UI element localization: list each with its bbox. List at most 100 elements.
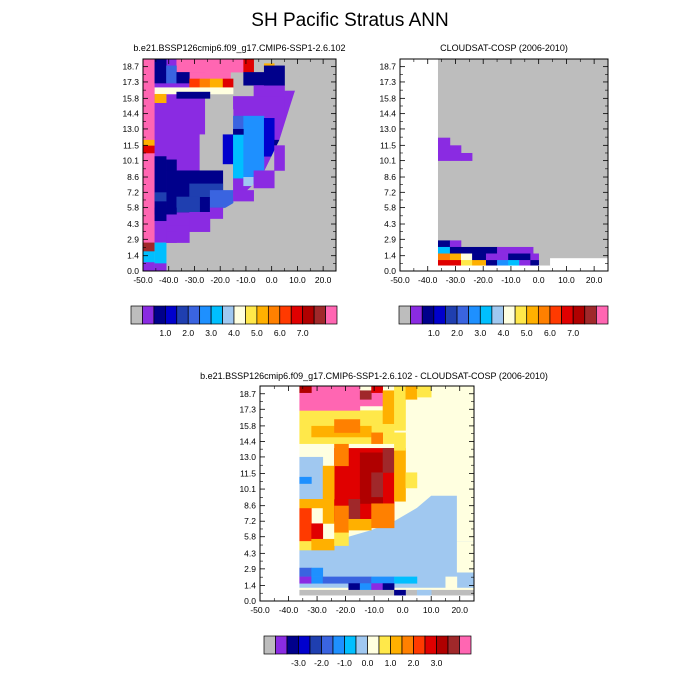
y-tick-label: 0.0 <box>244 596 256 606</box>
heatmap-cell <box>154 207 177 215</box>
colorbar-label: 7.0 <box>567 328 579 338</box>
x-tick-label: -30.0 <box>446 275 466 285</box>
heatmap-cell <box>382 583 395 591</box>
colorbar-swatch <box>222 305 235 325</box>
heatmap-cell <box>222 134 234 165</box>
heatmap-cell <box>461 246 498 254</box>
y-tick-label: 8.6 <box>384 172 396 182</box>
colorbar-swatch <box>210 305 223 325</box>
heatmap-cell <box>445 576 458 591</box>
colorbar-label: 1.0 <box>385 658 397 668</box>
heatmap-cell <box>154 93 167 104</box>
x-tick-label: -40.0 <box>279 605 299 615</box>
heatmap-cell <box>253 170 275 189</box>
colorbar-swatch <box>355 635 368 655</box>
heatmap-cell <box>359 583 372 591</box>
colorbar-swatch <box>267 305 281 325</box>
heatmap-cell <box>334 419 361 433</box>
y-tick-label: 8.6 <box>127 172 139 182</box>
colorbar-swatch <box>176 305 189 325</box>
heatmap-cell <box>472 260 487 266</box>
heatmap-cell <box>437 260 462 266</box>
x-tick-label: 0.0 <box>266 275 278 285</box>
heatmap-cell <box>311 567 324 577</box>
colorbar-label: 2.0 <box>408 658 420 668</box>
heatmap-cell <box>394 448 406 502</box>
heatmap-cell <box>437 265 551 272</box>
colorbar-label: 2.0 <box>182 328 194 338</box>
heatmap-cell <box>230 59 244 73</box>
heatmap-cell <box>209 109 234 134</box>
heatmap-cell <box>154 59 167 84</box>
heatmap-cell <box>449 253 462 261</box>
colorbar-label: 0.0 <box>362 658 374 668</box>
heatmap-cell <box>371 576 395 584</box>
page-title: SH Pacific Stratus ANN <box>251 10 449 31</box>
colorbar-swatch <box>164 305 178 325</box>
heatmap-cell <box>243 128 265 179</box>
x-tick-label: -40.0 <box>418 275 438 285</box>
heatmap-cell <box>371 503 395 529</box>
colorbar-swatch <box>479 305 493 325</box>
colorbar-swatch <box>309 635 322 655</box>
x-tick-label: 10.0 <box>558 275 575 285</box>
y-tick-label: 1.4 <box>244 580 256 590</box>
colorbar-swatch <box>549 305 562 325</box>
heatmap-cell <box>176 196 200 213</box>
colorbar-swatch <box>378 635 391 655</box>
colorbar-swatch <box>390 635 403 655</box>
negative-region <box>299 495 474 588</box>
y-tick-label: 17.3 <box>122 77 139 87</box>
y-tick-label: 4.3 <box>384 219 396 229</box>
heatmap-cell <box>233 128 244 135</box>
heatmap-cell <box>154 192 167 202</box>
heatmap-cell <box>382 448 395 473</box>
heatmap-cell <box>348 583 361 591</box>
y-tick-label: 18.7 <box>379 62 396 72</box>
chart-title: CLOUDSAT-COSP (2006-2010) <box>440 43 568 53</box>
colorbar-3: -3.0 -2.0 -1.0 0.0 1.0 2.0 3.0 <box>263 635 472 668</box>
y-tick-label: 14.4 <box>122 109 139 119</box>
x-tick-label: -30.0 <box>307 605 327 615</box>
heatmap-cell <box>243 72 265 86</box>
colorbar-swatch <box>245 305 258 325</box>
heatmap-cell <box>437 246 451 254</box>
heatmap-cell <box>176 59 231 73</box>
heatmap-cell <box>299 476 312 484</box>
heatmap-cell <box>437 137 451 161</box>
y-tick-label: 5.8 <box>384 203 396 213</box>
colorbar-swatch <box>398 305 411 325</box>
heatmap-cell <box>311 538 335 551</box>
colorbar-swatch <box>153 305 166 325</box>
heatmap-cell <box>299 507 312 542</box>
heatmap-cell <box>472 253 487 261</box>
colorbar-label: 6.0 <box>544 328 556 338</box>
y-tick-label: 0.0 <box>127 266 139 276</box>
heatmap-cell <box>394 589 406 596</box>
heatmap-cell <box>154 156 167 222</box>
colorbar-label: 2.0 <box>451 328 463 338</box>
colorbar-swatch <box>256 305 269 325</box>
y-tick-label: 4.3 <box>127 219 139 229</box>
colorbar-swatch <box>468 305 481 325</box>
heatmap-cell <box>437 253 451 261</box>
heatmap-cell <box>209 190 234 208</box>
plot-frame <box>259 385 475 602</box>
x-tick-label: 0.0 <box>533 275 545 285</box>
colorbar-swatch <box>332 635 345 655</box>
colorbar-swatch <box>413 635 426 655</box>
colorbar-swatch <box>424 635 437 655</box>
x-tick-label: -40.0 <box>159 275 179 285</box>
plot-frame <box>142 58 337 272</box>
heatmap-cell <box>519 260 531 266</box>
heatmap-cell <box>209 207 224 219</box>
heatmap-cell <box>394 432 406 451</box>
heatmap-cell <box>189 78 200 88</box>
y-tick-label: 7.2 <box>384 187 396 197</box>
colorbar-swatch <box>526 305 539 325</box>
y-tick-label: 18.7 <box>239 389 256 399</box>
heatmap-cell <box>299 499 324 509</box>
colorbar-label: 5.0 <box>251 328 263 338</box>
heatmap-cell <box>485 253 509 261</box>
heatmap-cell <box>508 260 520 266</box>
